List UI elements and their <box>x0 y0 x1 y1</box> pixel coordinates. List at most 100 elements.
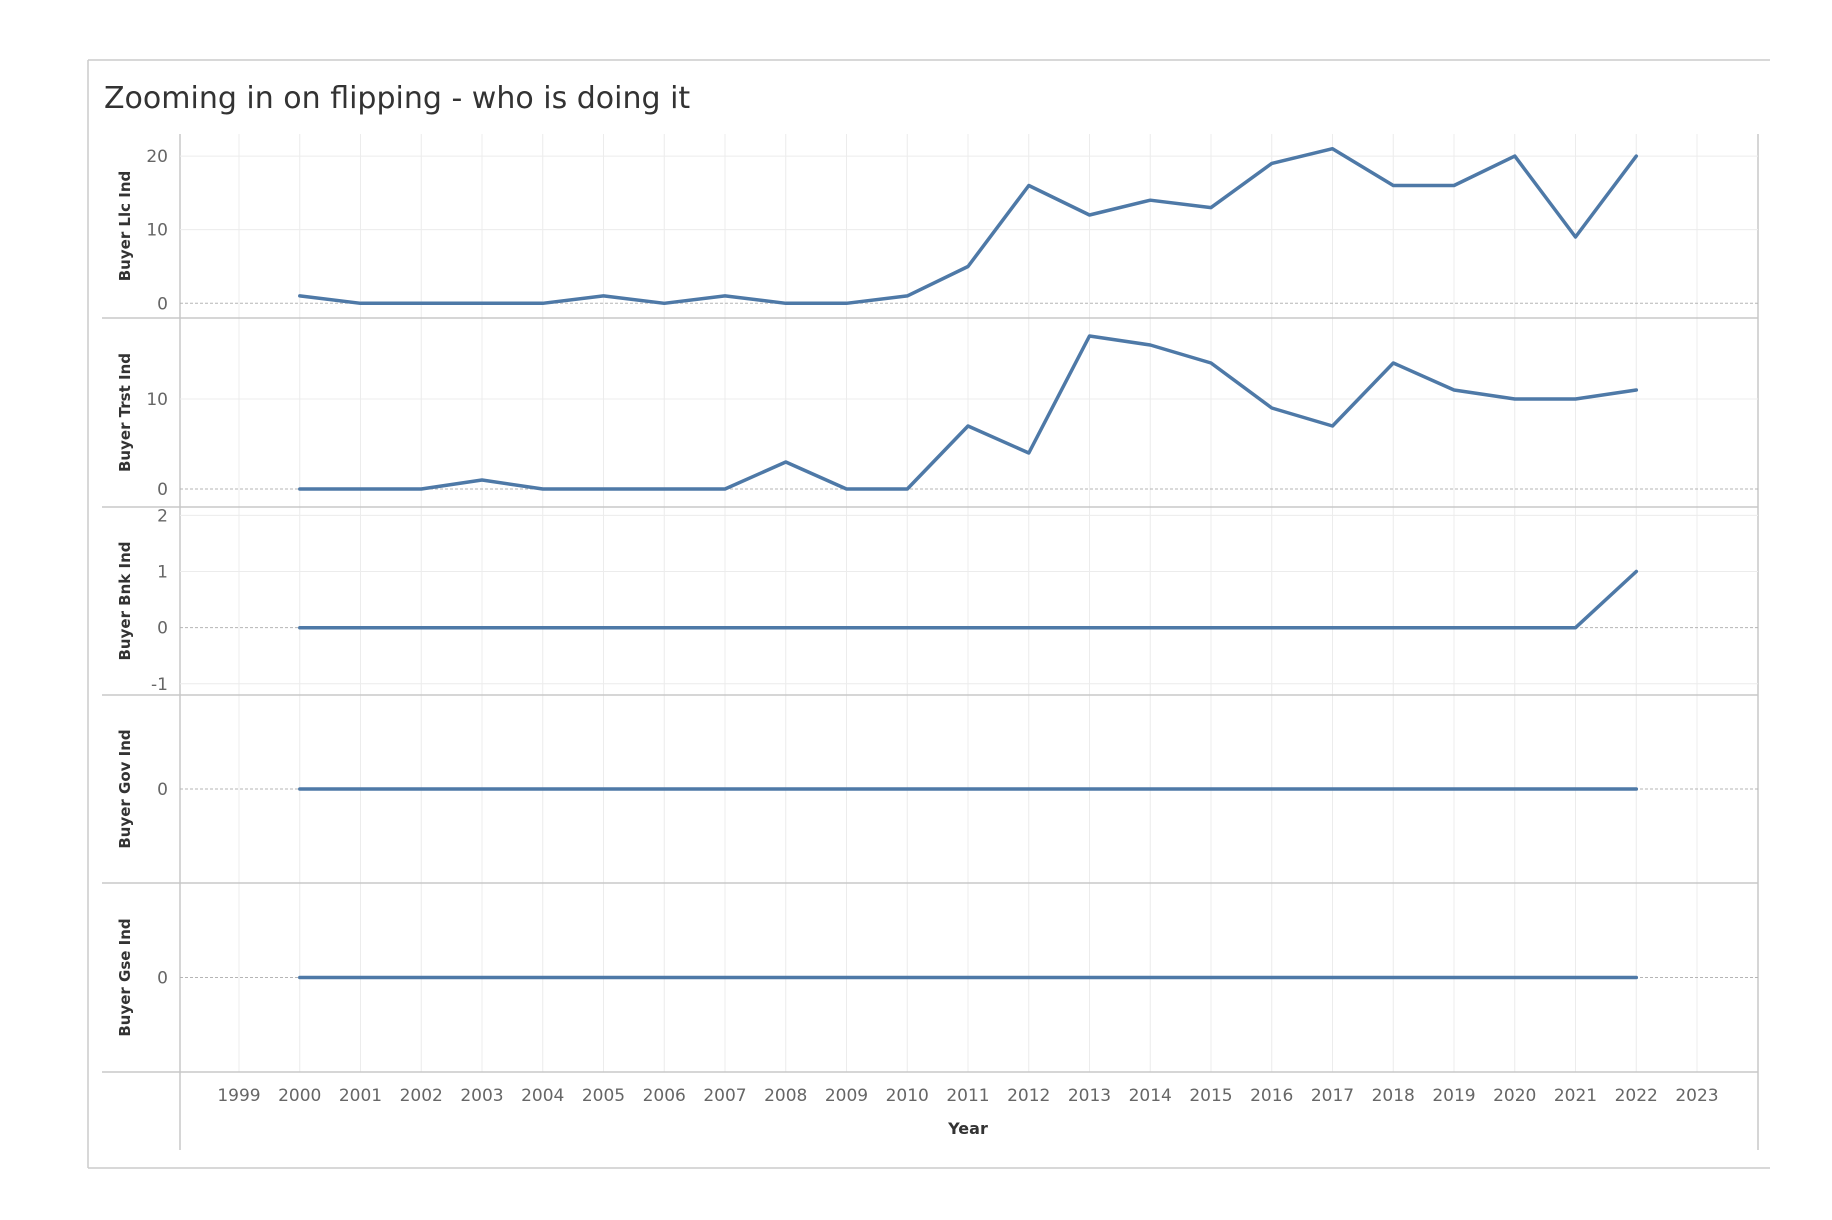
data-point <box>419 301 423 305</box>
panel-buyer-gse-ind: 0 Buyer Gse Ind <box>102 918 1758 1073</box>
x-tick-label: 2006 <box>643 1086 686 1106</box>
data-point <box>1634 388 1638 392</box>
data-point <box>480 478 484 482</box>
data-point <box>1027 976 1031 980</box>
y-tick-label: 0 <box>157 480 168 500</box>
x-tick-label: 2011 <box>946 1086 989 1106</box>
data-point <box>1391 787 1395 791</box>
data-point <box>1452 976 1456 980</box>
y-tick-label: 2 <box>157 506 168 526</box>
data-point <box>1209 787 1213 791</box>
data-point <box>1574 235 1578 239</box>
data-point <box>966 626 970 630</box>
data-point <box>541 976 545 980</box>
data-point <box>298 487 302 491</box>
x-tick-label: 2005 <box>582 1086 625 1106</box>
data-point <box>1331 976 1335 980</box>
data-point <box>1209 976 1213 980</box>
data-point <box>1088 976 1092 980</box>
y-axis-label: Buyer Gov Ind <box>116 729 134 848</box>
data-point <box>541 301 545 305</box>
x-tick-label: 1999 <box>217 1086 260 1106</box>
panel-buyer-gov-ind: 0 Buyer Gov Ind <box>102 729 1758 884</box>
series-line <box>298 334 1639 491</box>
data-point <box>1634 570 1638 574</box>
data-point <box>966 424 970 428</box>
data-point <box>1088 626 1092 630</box>
data-point <box>1209 206 1213 210</box>
x-tick-label: 2015 <box>1189 1086 1232 1106</box>
data-point <box>1148 626 1152 630</box>
data-point <box>359 787 363 791</box>
data-point <box>1574 626 1578 630</box>
data-point <box>1391 184 1395 188</box>
x-tick-label: 2018 <box>1372 1086 1415 1106</box>
x-tick-label: 2002 <box>400 1086 443 1106</box>
data-point <box>1027 184 1031 188</box>
data-point <box>1148 976 1152 980</box>
data-point <box>966 787 970 791</box>
series-line <box>298 569 1639 630</box>
data-point <box>723 787 727 791</box>
data-point <box>905 787 909 791</box>
y-tick-label: -1 <box>151 675 168 695</box>
x-tick-label: 2001 <box>339 1086 382 1106</box>
data-point <box>966 976 970 980</box>
y-tick-label: 0 <box>157 780 168 800</box>
data-point <box>1574 397 1578 401</box>
data-point <box>784 787 788 791</box>
y-tick-label: 20 <box>146 147 168 167</box>
y-tick-label: 0 <box>157 969 168 989</box>
x-tick-label: 2023 <box>1675 1086 1718 1106</box>
data-point <box>1331 424 1335 428</box>
data-point <box>1088 787 1092 791</box>
data-point <box>845 976 849 980</box>
data-point <box>1148 198 1152 202</box>
data-point <box>1148 787 1152 791</box>
data-point <box>1634 154 1638 158</box>
data-point <box>1452 787 1456 791</box>
data-point <box>1088 334 1092 338</box>
panel-buyer-llc-ind: 0 10 20 Buyer Llc Ind <box>102 146 1758 319</box>
x-tick-label: 2009 <box>825 1086 868 1106</box>
data-point <box>662 787 666 791</box>
data-point <box>1270 626 1274 630</box>
x-tick-label: 2021 <box>1554 1086 1597 1106</box>
data-point <box>359 301 363 305</box>
data-point <box>602 294 606 298</box>
y-axis-label: Buyer Trst Ind <box>116 353 134 472</box>
data-point <box>1574 787 1578 791</box>
data-point <box>541 487 545 491</box>
data-point <box>298 787 302 791</box>
data-point <box>480 626 484 630</box>
data-point <box>1452 626 1456 630</box>
data-point <box>1027 787 1031 791</box>
data-point <box>419 976 423 980</box>
data-point <box>1331 787 1335 791</box>
panel-buyer-trst-ind: 0 10 Buyer Trst Ind <box>102 334 1758 508</box>
data-point <box>845 487 849 491</box>
data-point <box>602 626 606 630</box>
y-tick-label: 0 <box>157 619 168 639</box>
data-point <box>662 487 666 491</box>
data-point <box>1331 147 1335 151</box>
data-point <box>1634 787 1638 791</box>
data-point <box>723 976 727 980</box>
data-point <box>784 626 788 630</box>
data-point <box>845 626 849 630</box>
x-tick-label: 2022 <box>1615 1086 1658 1106</box>
data-point <box>359 626 363 630</box>
data-point <box>905 487 909 491</box>
data-point <box>905 626 909 630</box>
x-tick-label: 2013 <box>1068 1086 1111 1106</box>
data-point <box>541 787 545 791</box>
data-point <box>1209 626 1213 630</box>
data-point <box>480 787 484 791</box>
y-tick-label: 0 <box>157 294 168 314</box>
data-point <box>662 626 666 630</box>
data-point <box>966 264 970 268</box>
data-point <box>905 294 909 298</box>
data-point <box>662 976 666 980</box>
data-point <box>1513 787 1517 791</box>
